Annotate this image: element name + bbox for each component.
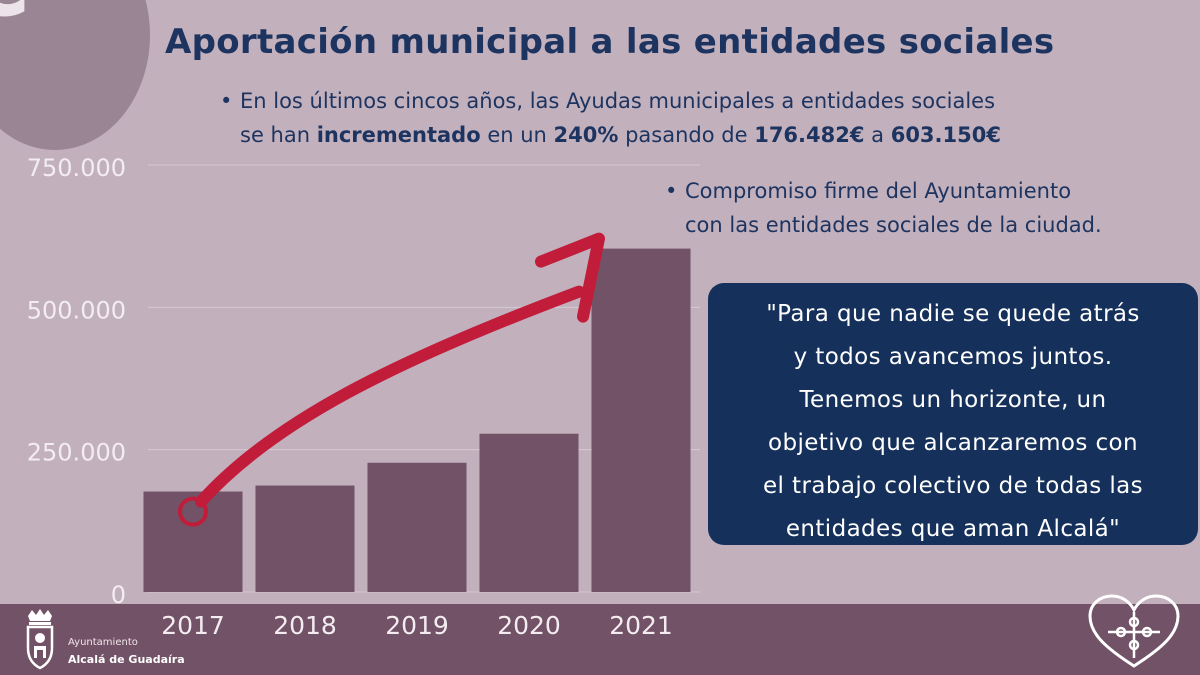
y-tick-label: 0 <box>111 581 126 609</box>
bullet-line: En los últimos cincos años, las Ayudas m… <box>240 89 996 113</box>
text-run: en un <box>480 123 554 147</box>
text-run: se han <box>240 123 317 147</box>
coat-of-arms-icon <box>26 609 54 670</box>
text-run-bold: 603.150€ <box>890 123 1001 147</box>
bar-2018 <box>255 485 355 592</box>
bar-2020 <box>479 433 579 592</box>
quote-line: Tenemos un horizonte, un <box>799 387 1107 413</box>
org-name-line1: Ayuntamiento <box>68 637 138 648</box>
x-tick-label: 2019 <box>385 611 449 640</box>
bullet-dot: • <box>665 179 678 203</box>
x-tick-label: 2018 <box>273 611 337 640</box>
org-name-line2: Alcalá de Guadaíra <box>68 653 185 666</box>
y-tick-label: 250.000 <box>27 439 126 467</box>
x-tick-label: 2017 <box>161 611 225 640</box>
y-tick-label: 750.000 <box>27 154 126 182</box>
bar-2021 <box>591 248 691 592</box>
text-run: a <box>864 123 891 147</box>
bullet-increase: • En los últimos cincos años, las Ayudas… <box>220 84 1140 152</box>
x-tick-label: 2020 <box>497 611 561 640</box>
trend-arrowhead <box>535 232 605 323</box>
trend-arrow-icon <box>195 285 585 508</box>
euro-badge: € <box>0 0 150 150</box>
y-tick-label: 500.000 <box>27 296 126 324</box>
text-run-bold: 240% <box>553 123 619 147</box>
page-title: Aportación municipal a las entidades soc… <box>165 22 1055 62</box>
quote-line: el trabajo colectivo de todas las <box>763 473 1143 499</box>
bullet-line: se han incrementado en un 240% pasando d… <box>240 118 1140 152</box>
bullet-dot: • <box>220 89 233 113</box>
text-run: pasando de <box>618 123 755 147</box>
bullet-line: con las entidades sociales de la ciudad. <box>685 213 1102 237</box>
footer-bar <box>0 604 1200 675</box>
arrow-start-circle <box>178 496 208 527</box>
bar-2019 <box>367 462 467 592</box>
quote-line: y todos avancemos juntos. <box>793 344 1113 370</box>
bar-2017 <box>143 491 243 592</box>
quote-line: "Para que nadie se quede atrás <box>766 301 1140 327</box>
quote-box: "Para que nadie se quede atrás y todos a… <box>708 283 1198 545</box>
quote-line: objetivo que alcanzaremos con <box>768 430 1138 456</box>
quote-line: entidades que aman Alcalá" <box>785 516 1121 542</box>
euro-icon: € <box>0 0 31 30</box>
x-tick-label: 2021 <box>609 611 673 640</box>
bullet-commitment: • Compromiso firme del Ayuntamiento con … <box>665 174 1185 242</box>
text-run-bold: 176.482€ <box>754 123 865 147</box>
text-run-bold: incrementado <box>316 123 481 147</box>
puzzle-heart-icon <box>1088 594 1180 668</box>
bullet-line: Compromiso firme del Ayuntamiento <box>685 179 1072 203</box>
